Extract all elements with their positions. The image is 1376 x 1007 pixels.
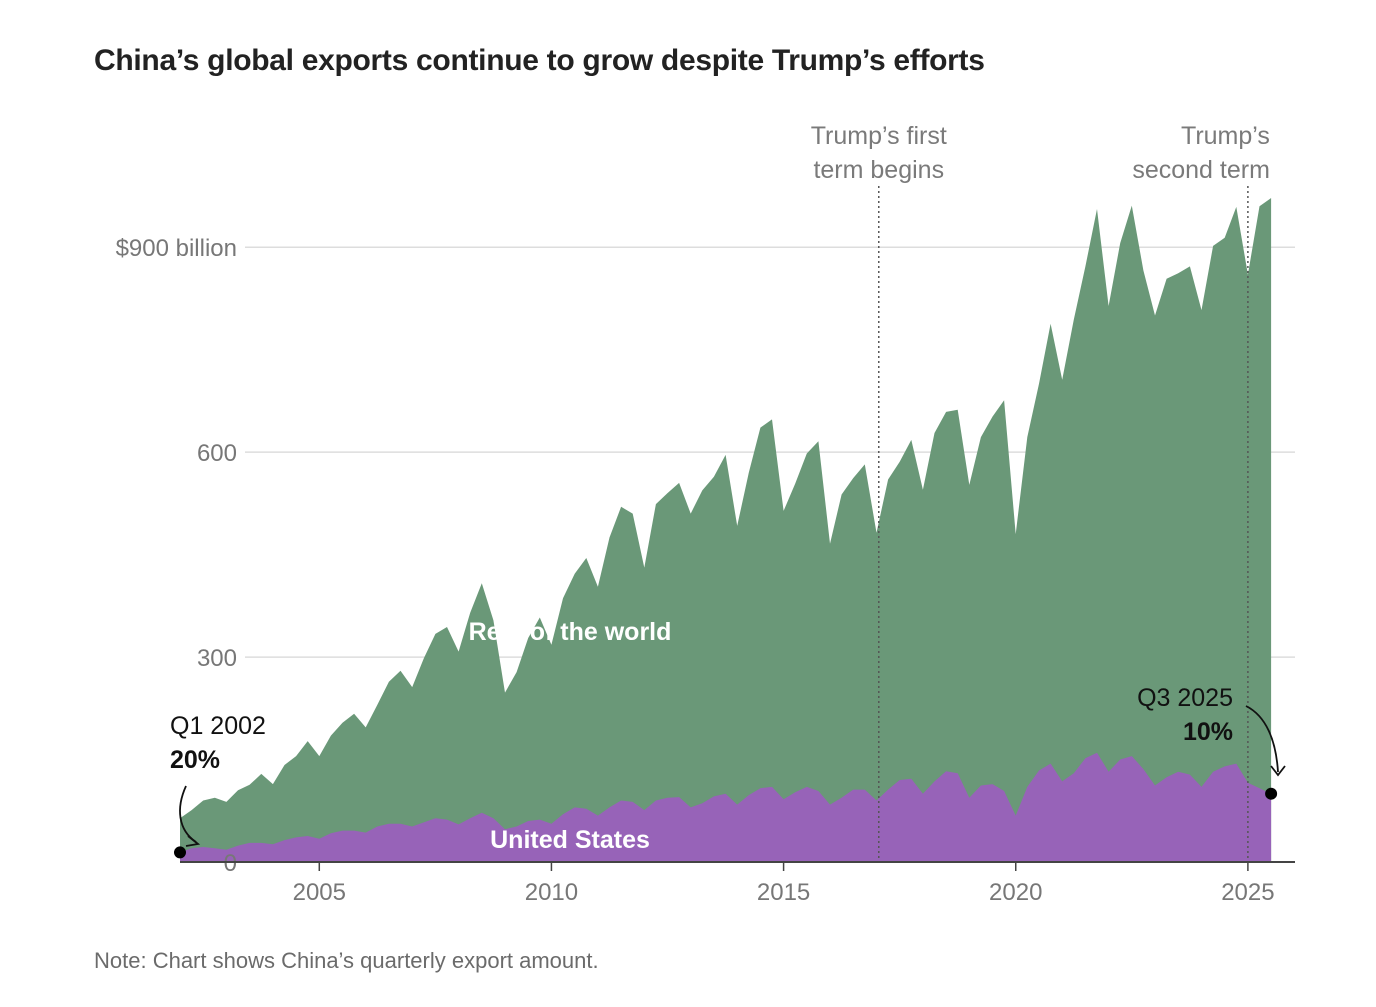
y-tick-label: 0 <box>224 850 237 877</box>
annotation-point <box>1265 787 1278 800</box>
reference-line-label: second term <box>1132 156 1270 184</box>
reference-lines: Trump’s first term begins Trump’s second te… <box>811 122 1270 862</box>
axes: 0 300 600 $900 billion 2005 2010 2015 2020 2025 <box>116 235 1295 906</box>
y-tick-label: 600 <box>197 440 237 467</box>
chart-title: China’s global exports continue to grow … <box>94 44 985 77</box>
annotation-arrow <box>1245 705 1279 773</box>
annotations: Q1 2002 20% Q3 2025 10% <box>170 684 1286 859</box>
series-label-united-states: United States <box>490 826 650 854</box>
annotation-label: Q1 2002 <box>170 712 266 740</box>
y-tick-label: 300 <box>197 645 237 672</box>
x-tick-label: 2020 <box>989 879 1042 906</box>
annotation-value: 20% <box>170 746 220 774</box>
series-labels: Rest of the world United States <box>469 618 672 854</box>
area-series <box>180 198 1272 862</box>
x-tick-label: 2005 <box>293 879 346 906</box>
x-tick-label: 2025 <box>1221 879 1274 906</box>
x-tick-label: 2015 <box>757 879 810 906</box>
annotation-label: Q3 2025 <box>1137 684 1233 712</box>
annotation-arrowhead <box>185 835 201 847</box>
series-area-rest-of-world <box>180 198 1272 862</box>
chart-note: Note: Chart shows China’s quarterly expo… <box>94 948 599 973</box>
y-tick-label: $900 billion <box>116 235 237 262</box>
annotation-arrowhead <box>1270 765 1286 777</box>
reference-line-label: Trump’s first <box>811 122 947 150</box>
series-area-united-states <box>180 752 1272 862</box>
annotation-point <box>174 846 186 859</box>
reference-line-label: Trump’s <box>1181 122 1270 150</box>
annotation-value: 10% <box>1183 718 1233 746</box>
series-label-rest-of-world: Rest of the world <box>469 618 672 646</box>
reference-line-label: term begins <box>813 156 944 184</box>
x-tick-label: 2010 <box>525 879 578 906</box>
